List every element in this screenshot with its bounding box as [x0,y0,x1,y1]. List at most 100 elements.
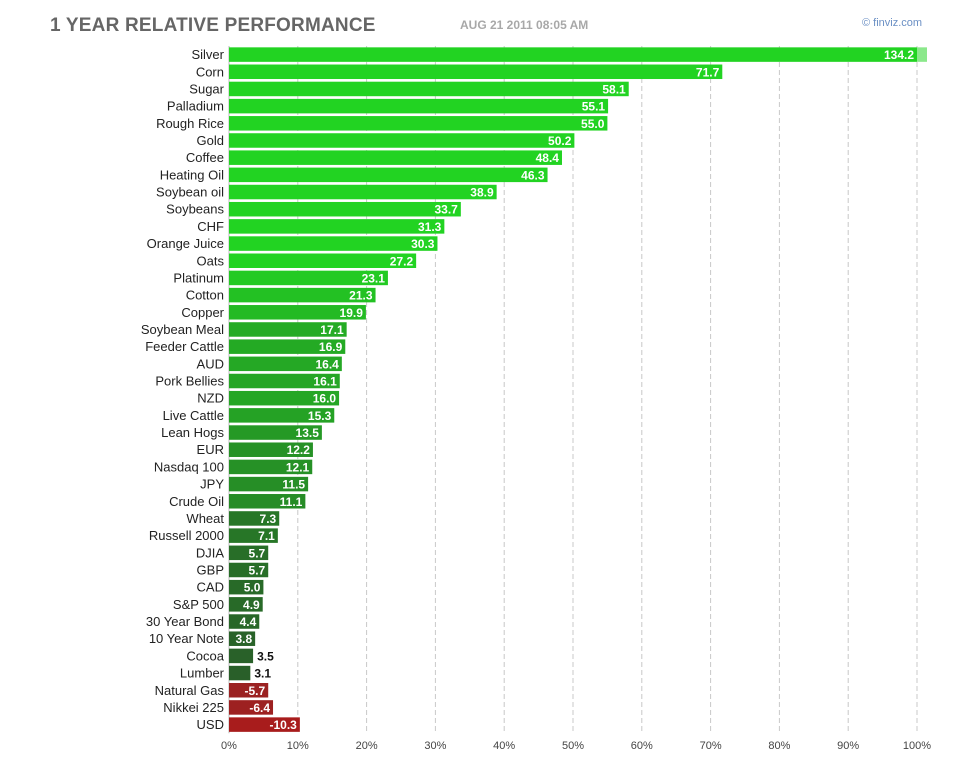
bar[interactable] [229,390,340,406]
value-label: 23.1 [362,271,386,285]
value-label: 16.9 [319,340,343,354]
bar[interactable] [229,253,417,269]
category-label: NZD [197,391,224,406]
value-label: 12.1 [286,460,310,474]
x-tick-label: 0% [221,740,237,752]
value-label: 11.1 [280,495,303,509]
bar[interactable] [229,511,280,526]
value-label: 31.3 [418,220,442,234]
category-label: JPY [200,477,224,492]
bar[interactable] [229,64,723,80]
value-label: 38.9 [470,186,494,200]
value-label: 55.1 [582,100,606,114]
value-label: 16.0 [313,392,337,406]
value-label: 4.4 [240,615,257,629]
value-label: 71.7 [696,65,720,79]
category-label: Soybean oil [156,185,224,200]
chart-timestamp: AUG 21 2011 08:05 AM [460,18,589,32]
x-tick-label: 50% [562,740,584,752]
bar[interactable] [229,184,497,200]
bar[interactable] [229,442,313,457]
category-label: Coffee [186,150,224,165]
value-label: 16.4 [315,357,339,371]
value-label: 134.2 [884,48,914,62]
value-label: 12.2 [287,443,311,457]
x-tick-label: 60% [631,740,653,752]
x-tick-label: 80% [768,740,790,752]
category-label: DJIA [196,545,225,560]
value-label: 33.7 [434,203,458,217]
bar[interactable] [229,219,445,234]
bar[interactable] [229,356,342,372]
category-label: Rough Rice [156,116,224,131]
x-tick-label: 90% [837,740,859,752]
bar-overflow-tip [917,47,927,62]
bar[interactable] [229,322,347,337]
category-label: Crude Oil [169,494,224,509]
value-label: 46.3 [521,168,545,182]
bar[interactable] [229,700,274,715]
bar[interactable] [229,459,313,475]
category-label: Pork Bellies [155,374,224,389]
bar[interactable] [229,597,263,612]
bar[interactable] [229,683,269,698]
bar[interactable] [229,425,322,440]
bars [229,47,927,732]
value-label: -6.4 [249,701,270,715]
bar[interactable] [229,167,548,183]
bar[interactable] [229,528,278,543]
category-label: Natural Gas [155,683,225,698]
value-label: 3.5 [257,649,274,663]
category-label: Gold [197,133,224,148]
bar[interactable] [229,579,264,595]
value-label: 4.9 [243,598,260,612]
bar[interactable] [229,614,260,629]
bar[interactable] [229,201,461,217]
bar[interactable] [229,98,609,114]
bar[interactable] [229,631,256,646]
category-label: Feeder Cattle [145,339,224,354]
category-label: Orange Juice [147,236,224,251]
bar[interactable] [229,236,438,251]
category-label: Corn [196,64,224,79]
value-label: 5.0 [244,581,261,595]
value-label: 16.1 [313,375,337,389]
bar[interactable] [229,648,254,664]
brand-link[interactable]: © finviz.com [862,17,922,29]
category-label: USD [197,717,224,732]
value-label: 13.5 [296,426,320,440]
value-label: 5.7 [249,563,266,577]
bar[interactable] [229,665,251,681]
bar[interactable] [229,339,346,354]
value-label: 50.2 [548,134,572,148]
grid [228,46,918,734]
bar[interactable] [229,116,608,131]
bar[interactable] [229,373,340,389]
bar[interactable] [229,133,575,148]
bar[interactable] [229,562,269,578]
bar[interactable] [229,717,300,732]
bar[interactable] [229,270,388,286]
value-label: 11.5 [282,478,305,492]
category-label: Platinum [173,270,224,285]
x-tick-label: 20% [356,740,378,752]
category-label: CAD [197,580,224,595]
bar[interactable] [229,81,629,97]
bar[interactable] [229,545,269,561]
x-tick-label: 10% [287,740,309,752]
x-tick-label: 100% [903,740,931,752]
bar[interactable] [229,476,309,492]
x-axis: 0% 10% 20% 30% 40% 50% 60% 70% 80% 90% 100% [221,740,931,752]
category-label: Cotton [186,288,224,303]
bar[interactable] [229,494,306,509]
value-label: 7.3 [260,512,277,526]
bar[interactable] [229,150,562,165]
category-label: 30 Year Bond [146,614,224,629]
value-label: 48.4 [536,151,560,165]
bar[interactable] [229,47,917,62]
bar[interactable] [229,305,366,320]
bar[interactable] [229,287,376,303]
bar[interactable] [229,408,335,423]
chart-title: 1 YEAR RELATIVE PERFORMANCE [50,15,376,36]
